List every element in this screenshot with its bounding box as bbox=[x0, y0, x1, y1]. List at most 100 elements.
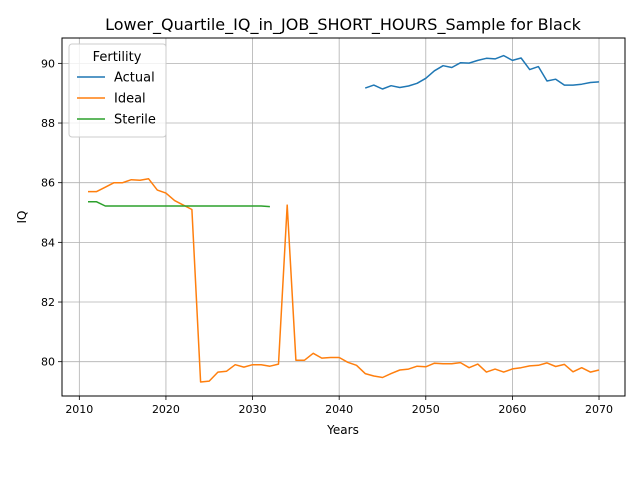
data-point-sterile bbox=[191, 205, 193, 207]
data-point-sterile bbox=[157, 205, 159, 207]
series-line-ideal bbox=[88, 178, 600, 383]
data-point-ideal bbox=[165, 192, 167, 194]
data-point-ideal bbox=[295, 359, 297, 361]
plot-area bbox=[61, 37, 626, 397]
data-point-ideal bbox=[442, 363, 444, 365]
data-point-sterile bbox=[113, 205, 115, 207]
grid bbox=[62, 38, 625, 396]
data-point-ideal bbox=[304, 359, 306, 361]
plot-frame bbox=[61, 37, 626, 397]
data-point-ideal bbox=[494, 368, 496, 370]
data-point-ideal bbox=[460, 362, 462, 364]
data-point-ideal bbox=[139, 180, 141, 182]
series-line-sterile bbox=[88, 201, 270, 208]
data-point-actual bbox=[590, 82, 592, 84]
data-point-sterile bbox=[131, 205, 133, 207]
data-point-actual bbox=[494, 58, 496, 60]
y-tick-label: 90 bbox=[41, 57, 55, 70]
x-tick-label: 2050 bbox=[412, 403, 440, 416]
data-point-ideal bbox=[286, 204, 288, 206]
data-point-ideal bbox=[477, 363, 479, 365]
x-tick-label: 2020 bbox=[152, 403, 180, 416]
data-point-ideal bbox=[260, 364, 262, 366]
data-point-ideal bbox=[590, 371, 592, 373]
data-point-actual bbox=[555, 78, 557, 80]
data-point-ideal bbox=[157, 189, 159, 191]
y-tick-label: 86 bbox=[41, 177, 55, 190]
legend-title: Fertility bbox=[93, 50, 142, 65]
data-point-actual bbox=[598, 81, 600, 83]
data-point-ideal bbox=[321, 357, 323, 359]
data-point-actual bbox=[408, 85, 410, 87]
data-point-sterile bbox=[252, 205, 254, 207]
data-point-actual bbox=[460, 62, 462, 64]
y-tick-label: 80 bbox=[41, 356, 55, 369]
data-point-ideal bbox=[148, 178, 150, 180]
data-point-actual bbox=[546, 80, 548, 82]
y-tick-label: 88 bbox=[41, 117, 55, 130]
legend-label-sterile: Sterile bbox=[114, 113, 156, 128]
data-point-ideal bbox=[122, 182, 124, 184]
data-point-ideal bbox=[373, 375, 375, 377]
series-group bbox=[87, 54, 600, 383]
data-point-ideal bbox=[468, 367, 470, 369]
data-point-actual bbox=[512, 60, 514, 62]
legend-entry-sterile: Sterile bbox=[77, 113, 156, 128]
data-point-actual bbox=[390, 85, 392, 87]
data-point-ideal bbox=[382, 377, 384, 379]
data-point-actual bbox=[503, 55, 505, 57]
x-axis-label: Years bbox=[326, 423, 359, 437]
x-tick-label: 2010 bbox=[65, 403, 93, 416]
data-point-ideal bbox=[87, 191, 89, 193]
data-point-ideal bbox=[191, 209, 193, 211]
data-point-ideal bbox=[269, 365, 271, 367]
data-point-ideal bbox=[234, 364, 236, 366]
data-point-ideal bbox=[113, 182, 115, 184]
data-point-sterile bbox=[269, 206, 271, 208]
data-point-ideal bbox=[434, 362, 436, 364]
data-point-sterile bbox=[174, 205, 176, 207]
data-point-ideal bbox=[278, 363, 280, 365]
data-point-ideal bbox=[451, 363, 453, 365]
data-point-ideal bbox=[364, 373, 366, 375]
data-point-sterile bbox=[260, 205, 262, 207]
data-point-actual bbox=[477, 60, 479, 62]
data-point-ideal bbox=[390, 373, 392, 375]
data-point-ideal bbox=[200, 381, 202, 383]
data-point-ideal bbox=[338, 357, 340, 359]
data-point-ideal bbox=[503, 371, 505, 373]
data-point-actual bbox=[581, 83, 583, 85]
x-tick-label: 2030 bbox=[239, 403, 267, 416]
data-point-sterile bbox=[217, 205, 219, 207]
data-point-actual bbox=[529, 69, 531, 71]
data-point-ideal bbox=[408, 368, 410, 370]
data-point-actual bbox=[382, 88, 384, 90]
data-point-sterile bbox=[96, 201, 98, 203]
data-point-sterile bbox=[165, 205, 167, 207]
data-point-sterile bbox=[148, 205, 150, 207]
data-point-actual bbox=[520, 57, 522, 59]
data-point-actual bbox=[468, 62, 470, 64]
data-point-sterile bbox=[87, 201, 89, 203]
data-point-ideal bbox=[399, 369, 401, 371]
y-axis-label: IQ bbox=[15, 211, 29, 224]
data-point-ideal bbox=[174, 200, 176, 202]
data-point-ideal bbox=[226, 370, 228, 372]
data-point-sterile bbox=[243, 205, 245, 207]
data-point-sterile bbox=[226, 205, 228, 207]
data-point-ideal bbox=[252, 364, 254, 366]
data-point-ideal bbox=[312, 353, 314, 355]
data-point-ideal bbox=[581, 367, 583, 369]
legend-label-ideal: Ideal bbox=[114, 92, 146, 107]
data-point-actual bbox=[425, 78, 427, 80]
legend-entry-ideal: Ideal bbox=[77, 92, 146, 107]
data-point-ideal bbox=[555, 366, 557, 368]
data-point-ideal bbox=[243, 366, 245, 368]
data-point-actual bbox=[434, 70, 436, 72]
y-axis-ticks: 80 82 84 86 88 90 bbox=[41, 57, 62, 369]
data-point-ideal bbox=[425, 366, 427, 368]
data-point-ideal bbox=[96, 191, 98, 193]
data-point-ideal bbox=[512, 368, 514, 370]
data-point-ideal bbox=[105, 186, 107, 188]
